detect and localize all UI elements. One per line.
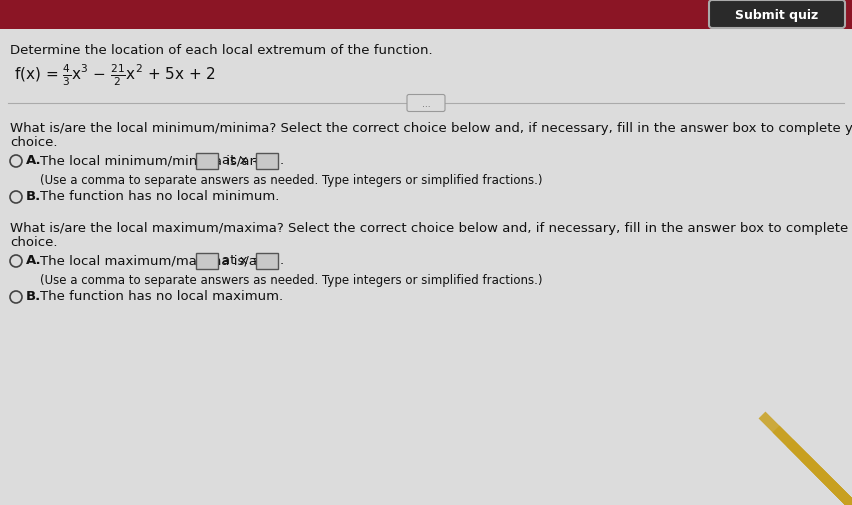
FancyBboxPatch shape [0,30,852,505]
Text: A.: A. [26,254,42,267]
Text: What is/are the local maximum/maxima? Select the correct choice below and, if ne: What is/are the local maximum/maxima? Se… [10,222,852,234]
Text: choice.: choice. [10,235,57,248]
FancyBboxPatch shape [709,1,845,29]
Text: Submit quiz: Submit quiz [735,9,819,21]
Text: The local maximum/maxima is/are: The local maximum/maxima is/are [40,254,270,267]
Text: Determine the location of each local extremum of the function.: Determine the location of each local ext… [10,44,433,57]
Text: A.: A. [26,154,42,167]
FancyBboxPatch shape [407,95,445,112]
Text: at x =: at x = [222,154,262,167]
FancyBboxPatch shape [196,254,218,270]
Text: B.: B. [26,190,41,203]
Text: .: . [280,154,284,167]
Text: f(x) = $\mathregular{\frac{4}{3}}$x$^3$ $-$ $\mathregular{\frac{21}{2}}$x$^2$ + : f(x) = $\mathregular{\frac{4}{3}}$x$^3$ … [14,62,216,87]
Text: (Use a comma to separate answers as needed. Type integers or simplified fraction: (Use a comma to separate answers as need… [40,174,543,187]
Text: at x =: at x = [222,254,262,267]
Text: The local minimum/minima is/are: The local minimum/minima is/are [40,154,263,167]
FancyBboxPatch shape [196,154,218,170]
FancyBboxPatch shape [0,0,852,30]
Text: .: . [280,254,284,267]
Text: B.: B. [26,290,41,303]
FancyBboxPatch shape [256,154,278,170]
Text: What is/are the local minimum/minima? Select the correct choice below and, if ne: What is/are the local minimum/minima? Se… [10,122,852,135]
Text: The function has no local maximum.: The function has no local maximum. [40,290,283,303]
Text: (Use a comma to separate answers as needed. Type integers or simplified fraction: (Use a comma to separate answers as need… [40,274,543,286]
Text: choice.: choice. [10,136,57,148]
FancyBboxPatch shape [256,254,278,270]
Text: ...: ... [422,99,430,108]
Text: The function has no local minimum.: The function has no local minimum. [40,190,279,203]
